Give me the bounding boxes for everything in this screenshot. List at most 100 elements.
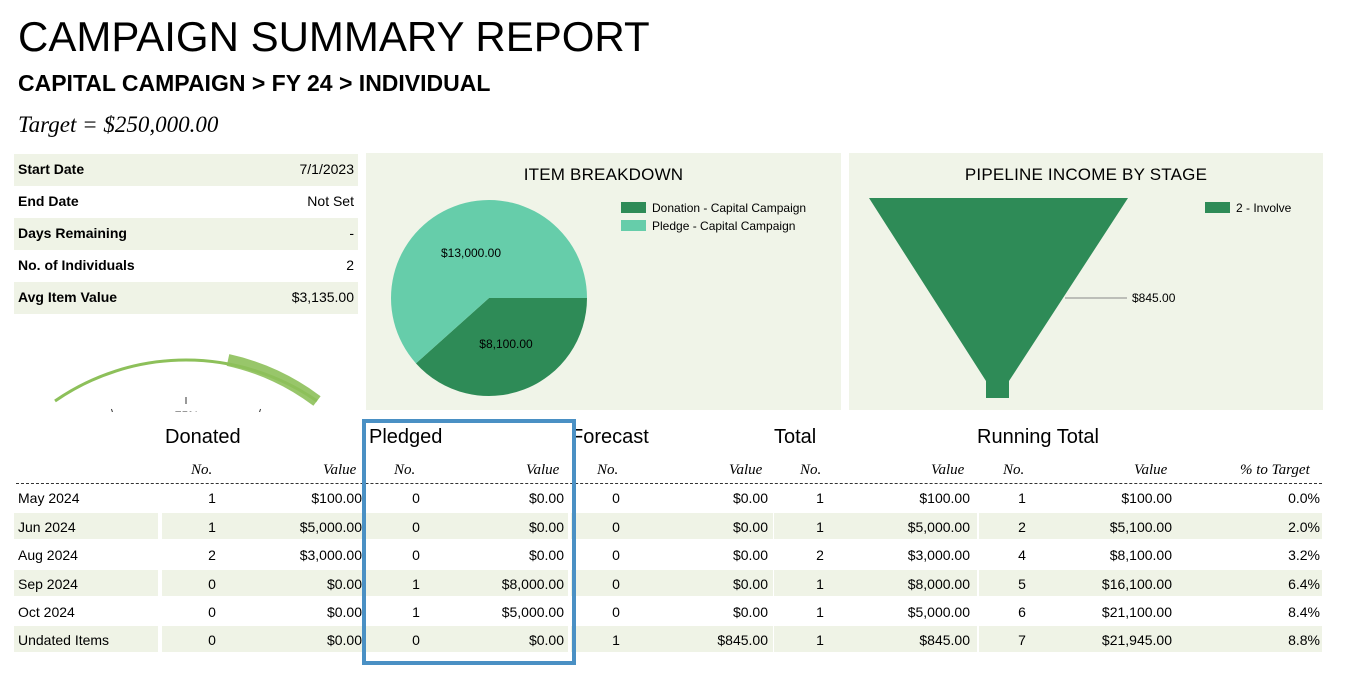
forecast-value-cell: $0.00 [732,604,768,620]
total-no-cell: 2 [816,547,824,563]
row-shade [162,570,364,596]
legend-swatch [621,202,646,213]
total-value-cell: $100.00 [919,490,970,506]
running-no-cell: 1 [1018,490,1026,506]
col-header-no: No. [191,462,213,478]
pie-label-pledge: $13,000.00 [441,246,501,260]
donated-value-cell: $0.00 [326,632,362,648]
row-shade [162,626,364,652]
running-value-cell: $16,100.00 [1101,576,1172,592]
group-header-running-total: Running Total [977,426,1099,448]
item-breakdown-panel: ITEM BREAKDOWN $13,000.00 $8,100.00 Dona… [366,153,841,410]
table-row: May 2024 1 $100.00 0 $0.00 0 $0.00 1 $100.00 1 $10… [14,484,1322,512]
pledged-value-cell: $5,000.00 [501,604,564,620]
row-shade [774,626,977,652]
pct-target-cell: 2.0% [1288,519,1320,535]
gauge-tick-label: 75% [174,409,198,412]
pledged-value-cell: $0.00 [528,490,564,506]
total-value-cell: $845.00 [919,632,970,648]
legend-swatch [1205,202,1230,213]
col-header-no: No. [597,462,619,478]
pledged-value-cell: $8,000.00 [501,576,564,592]
pct-target-cell: 0.0% [1288,490,1320,506]
donated-no-cell: 1 [208,490,216,506]
total-no-cell: 1 [816,576,824,592]
stat-label: Avg Item Value [18,289,118,305]
stat-label: End Date [18,193,79,209]
donated-value-cell: $0.00 [326,576,362,592]
row-shade [14,570,158,596]
period-cell: Oct 2024 [18,604,75,620]
pledged-no-cell: 1 [412,604,420,620]
row-shade [774,513,977,539]
pct-target-cell: 6.4% [1288,576,1320,592]
legend-label: 2 - Involve [1236,201,1292,215]
pie-label-donation: $8,100.00 [479,337,533,351]
legend-item-involve: 2 - Involve [1205,201,1291,215]
running-value-cell: $100.00 [1121,490,1172,506]
forecast-value-cell: $0.00 [732,547,768,563]
running-no-cell: 5 [1018,576,1026,592]
table-row: Jun 2024 1 $5,000.00 0 $0.00 0 $0.00 1 $5,000.00… [14,513,1322,541]
running-value-cell: $21,945.00 [1101,632,1172,648]
table-row: Aug 2024 2 $3,000.00 0 $0.00 0 $0.00 2 $3,000.00… [14,541,1322,569]
running-no-cell: 2 [1018,519,1026,535]
gauge-over-target-band [226,354,321,406]
forecast-no-cell: 0 [612,490,620,506]
stat-label: Start Date [18,161,85,177]
running-value-cell: $8,100.00 [1109,547,1172,563]
forecast-no-cell: 1 [612,632,620,648]
stat-row-avg-item-value: Avg Item Value $3,135.00 [14,282,358,314]
pledged-no-cell: 0 [412,632,420,648]
row-shade [979,570,1322,596]
row-shade [162,513,364,539]
pledged-value-cell: $0.00 [528,547,564,563]
table-row: Sep 2024 0 $0.00 1 $8,000.00 0 $0.00 1 $8,000.00… [14,570,1322,598]
total-value-cell: $3,000.00 [907,547,970,563]
total-value-cell: $8,000.00 [907,576,970,592]
period-cell: Aug 2024 [18,547,78,563]
col-header-value: Value [729,462,763,478]
report-title: CAMPAIGN SUMMARY REPORT [18,13,650,60]
period-cell: May 2024 [18,490,80,506]
col-header-value: Value [1134,462,1168,478]
row-shade [979,513,1322,539]
row-shade [571,570,773,596]
forecast-value-cell: $845.00 [717,632,768,648]
col-header-pct-target: % to Target [1240,462,1310,478]
total-no-cell: 1 [816,490,824,506]
donated-no-cell: 2 [208,547,216,563]
row-shade [571,513,773,539]
row-shade [14,626,158,652]
period-cell: Sep 2024 [18,576,78,592]
stat-value: 2 [346,257,354,273]
stat-value: $3,135.00 [291,289,354,305]
stat-row-days-remaining: Days Remaining - [14,218,358,250]
legend-item-donation: Donation - Capital Campaign [621,201,806,215]
stat-label: No. of Individuals [18,257,135,273]
donated-value-cell: $3,000.00 [299,547,362,563]
pct-target-cell: 8.4% [1288,604,1320,620]
progress-gauge: 0%25%50%75%100%125%150% [54,354,321,412]
running-no-cell: 6 [1018,604,1026,620]
gauge-tick [259,408,262,412]
stat-value: 7/1/2023 [299,161,355,177]
forecast-no-cell: 0 [612,547,620,563]
row-shade [366,570,568,596]
row-shade [571,626,773,652]
pledged-no-cell: 0 [412,490,420,506]
forecast-value-cell: $0.00 [732,519,768,535]
group-header-donated: Donated [165,426,241,448]
pipeline-panel: PIPELINE INCOME BY STAGE $845.00 2 - Inv… [849,153,1323,410]
gauge-tick [110,408,113,412]
donated-no-cell: 1 [208,519,216,535]
stat-row-individuals: No. of Individuals 2 [14,250,358,282]
legend-label: Donation - Capital Campaign [652,201,807,215]
col-header-value: Value [931,462,965,478]
stat-value: - [349,225,354,241]
pledged-no-cell: 0 [412,519,420,535]
pledged-column-highlight [362,419,576,665]
col-header-value: Value [323,462,357,478]
group-header-forecast: Forecast [571,426,649,448]
legend-swatch [621,220,646,231]
